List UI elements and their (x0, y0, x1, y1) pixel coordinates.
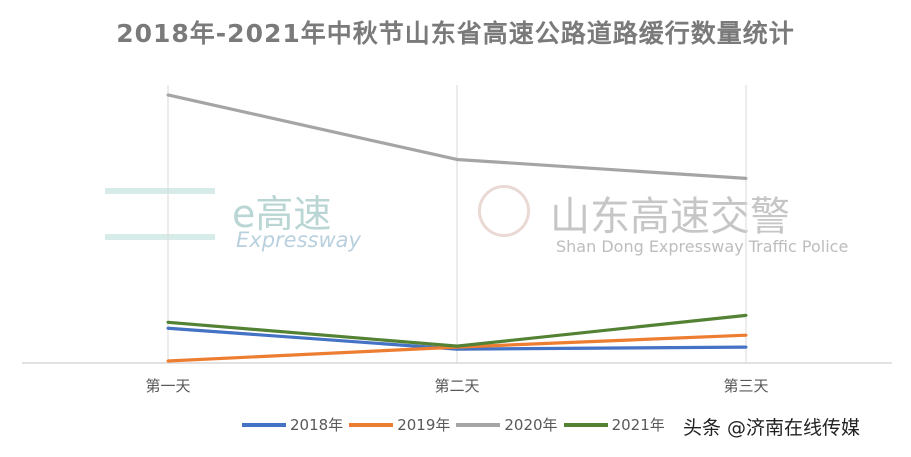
data-point-2018年-1 (166, 326, 170, 330)
chart-title: 2018年-2021年中秋节山东省高速公路道路缓行数量统计 (116, 19, 795, 48)
data-point-2021年-2 (455, 344, 459, 348)
data-point-2021年-3 (744, 313, 748, 317)
e-gaosu-icon (105, 188, 215, 240)
credit-watermark: 头条 @济南在线传媒 (683, 417, 861, 439)
data-point-2019年-1 (166, 359, 170, 363)
data-point-2019年-3 (744, 333, 748, 337)
legend-item: 2020年 (456, 414, 558, 435)
data-point-2021年-1 (166, 320, 170, 324)
legend-swatch (349, 422, 394, 427)
data-point-2020年-1 (166, 93, 170, 97)
legend-label: 2020年 (504, 416, 558, 434)
police-logo-text: 山东高速交警 (550, 194, 790, 240)
x-tick-label: 第一天 (145, 377, 190, 395)
e-gaosu-logo: e高速 (232, 192, 332, 236)
police-logo-sub: Shan Dong Expressway Traffic Police (556, 237, 849, 256)
legend-label: 2019年 (397, 416, 451, 434)
expressway-logo-sub: Expressway (236, 228, 361, 252)
data-point-2018年-3 (744, 345, 748, 349)
legend-item: 2018年 (242, 414, 343, 435)
data-point-2020年-2 (455, 157, 459, 161)
legend-item: 2019年 (349, 414, 450, 435)
legend-swatch (242, 422, 286, 427)
legend: 2018年 2019年 2020年 2021年 (242, 414, 671, 435)
legend-label: 2018年 (290, 416, 344, 434)
legend-label: 2021年 (611, 416, 665, 434)
x-tick-label: 第三天 (723, 377, 768, 395)
legend-swatch (456, 422, 501, 427)
legend-swatch (563, 422, 608, 427)
data-point-2020年-3 (744, 176, 748, 180)
x-tick-label: 第二天 (434, 377, 479, 395)
legend-item: 2021年 (563, 414, 665, 435)
police-badge-icon (478, 185, 530, 237)
